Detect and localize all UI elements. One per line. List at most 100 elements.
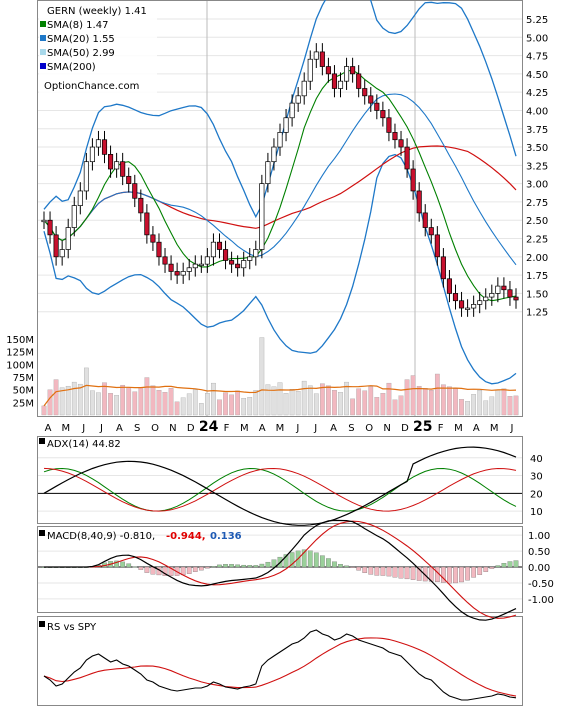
- volume-bar: [132, 391, 138, 416]
- volume-bar: [447, 386, 452, 416]
- x-tick-label: 25: [413, 419, 432, 435]
- candle-body: [144, 212, 150, 236]
- x-tick-label: M: [490, 423, 499, 434]
- legend-sma20: SMA(20) 1.55: [47, 34, 115, 45]
- candle-body: [168, 263, 174, 272]
- macd-histogram-bar: [453, 566, 458, 584]
- x-tick-label: J: [81, 423, 85, 434]
- macd-signal-label: -0.944,: [166, 531, 206, 542]
- volume-bar: [114, 395, 119, 416]
- candle-body: [344, 66, 350, 82]
- volume-bar: [205, 393, 210, 416]
- volume-bar: [368, 386, 374, 416]
- x-tick-label: M: [276, 423, 285, 434]
- price-tick-label: 5.25: [526, 15, 548, 26]
- adx-panel: [37, 436, 523, 524]
- candle-body: [114, 161, 120, 170]
- macd-histogram-bar: [459, 566, 464, 583]
- candle-body: [452, 293, 459, 302]
- volume-bar: [265, 384, 271, 416]
- volume-bar: [126, 387, 132, 416]
- volume-bar: [65, 385, 71, 416]
- volume-bar: [223, 392, 228, 416]
- macd-histogram-bar: [247, 565, 253, 568]
- candle-body: [368, 95, 374, 104]
- x-tick-label: A: [45, 423, 52, 434]
- x-tick-label: A: [330, 423, 337, 434]
- x-tick-labels: A M J J A S O N D 24 F M A M J J A S O N D 25 F M A M J: [45, 419, 514, 435]
- candle-body: [210, 241, 216, 258]
- volume-tick-label: 125M: [6, 348, 34, 359]
- candle-body: [489, 293, 495, 298]
- volume-bar: [108, 393, 113, 416]
- candle-body: [271, 146, 277, 163]
- candle-body: [313, 51, 319, 60]
- candle-body: [513, 296, 519, 301]
- x-tick-label: 24: [199, 419, 219, 435]
- macd-histogram-bar: [362, 566, 368, 573]
- volume-tick-label: 25M: [13, 398, 34, 409]
- volume-bar: [410, 375, 416, 416]
- candle-body: [95, 139, 102, 148]
- macd-histogram-bar: [447, 566, 452, 584]
- x-tick-label: F: [438, 423, 444, 434]
- macd-histogram-bar: [265, 561, 271, 568]
- volume-bar: [434, 373, 440, 416]
- macd-histogram-bar: [392, 566, 398, 578]
- volume-tick-label: 150M: [6, 335, 34, 346]
- volume-bar: [459, 399, 464, 416]
- volume-bar: [307, 385, 313, 416]
- macd-histogram-bar: [205, 566, 210, 569]
- volume-bar: [144, 377, 150, 416]
- candle-body: [259, 183, 265, 250]
- rs-label-group: RS vs SPY: [39, 621, 97, 633]
- volume-bar: [198, 403, 204, 416]
- volume-bar: [386, 382, 392, 416]
- legend-swatch-sma8: [40, 21, 46, 27]
- candle-body: [350, 66, 356, 75]
- macd-label-group: MACD(8,40,9) -0.810, -0.944, 0.136: [39, 530, 242, 542]
- volume-bars: [41, 337, 519, 416]
- volume-bar: [477, 390, 483, 416]
- rs-label: RS vs SPY: [47, 622, 97, 633]
- macd-histogram-bar: [283, 554, 289, 568]
- macd-histogram-bar: [477, 566, 483, 575]
- macd-histogram-bar: [374, 566, 380, 576]
- adx-lines: [43, 446, 517, 526]
- x-tick-label: M: [62, 423, 71, 434]
- macd-histogram-bar: [441, 566, 446, 583]
- adx-label-group: ADX(14) 44.82: [39, 438, 121, 450]
- volume-tick-label: 100M: [6, 360, 34, 371]
- candle-body: [465, 307, 471, 310]
- x-tick-label: M: [240, 423, 249, 434]
- candle-body: [434, 234, 440, 258]
- volume-bar: [289, 389, 295, 416]
- macd-histogram-bar: [223, 564, 228, 568]
- volume-bar: [380, 393, 386, 416]
- volume-bar: [295, 391, 301, 416]
- candle-body: [507, 289, 513, 298]
- candle-body: [295, 95, 301, 104]
- candle-body: [229, 260, 235, 265]
- candle-body: [126, 175, 132, 184]
- x-tick-label: D: [187, 423, 195, 434]
- volume-bar: [241, 398, 247, 416]
- candle-body: [265, 161, 271, 184]
- candle-body: [446, 278, 452, 294]
- volume-bar: [422, 388, 428, 416]
- candle-body: [386, 117, 392, 133]
- volume-bar: [332, 390, 337, 416]
- macd-histogram-bar: [217, 564, 222, 568]
- candle-body: [392, 132, 398, 141]
- macd-histogram-bar: [138, 566, 144, 570]
- volume-bar: [374, 397, 380, 416]
- legend-sma200: SMA(200): [47, 62, 96, 73]
- volume-bar: [186, 393, 192, 416]
- volume-bar: [174, 401, 180, 416]
- macd-histogram-bar: [398, 566, 404, 579]
- rs-lines: [43, 629, 517, 701]
- volume-bar: [344, 381, 349, 416]
- volume-bar: [259, 337, 265, 416]
- candle-body: [356, 73, 362, 89]
- macd-histogram-bar: [186, 566, 192, 574]
